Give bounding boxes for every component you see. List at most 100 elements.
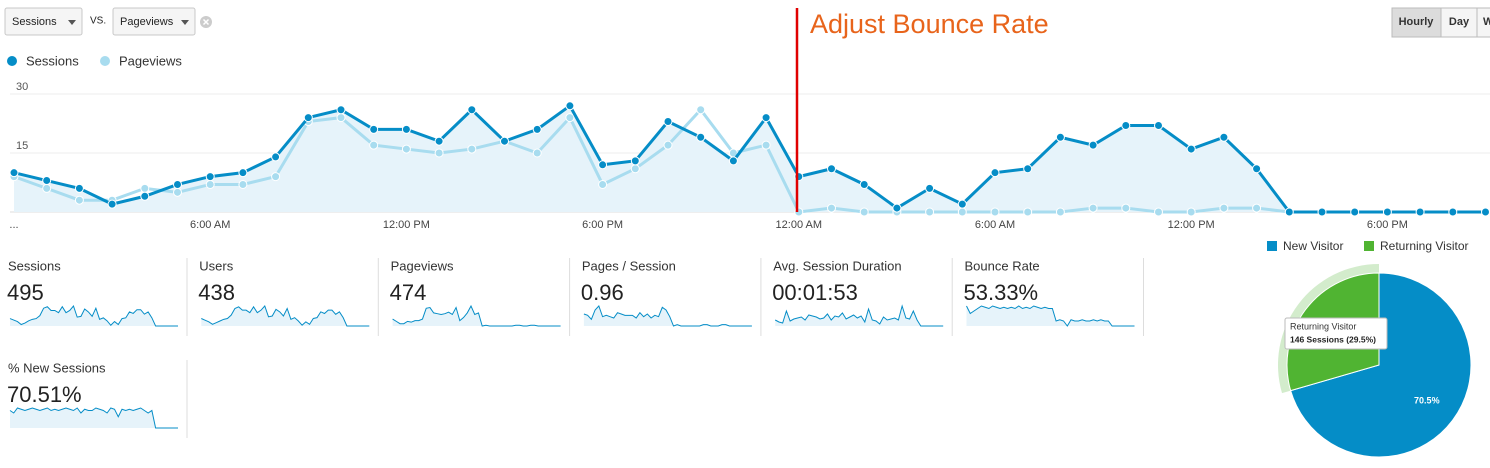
- data-point: [336, 113, 346, 123]
- data-point: [401, 124, 411, 134]
- legend-label: Pageviews: [119, 53, 182, 68]
- data-point: [990, 168, 1000, 178]
- data-point: [434, 136, 444, 146]
- legend-marker: [100, 56, 110, 66]
- data-point: [1186, 207, 1196, 217]
- data-point: [598, 179, 608, 189]
- data-point: [238, 168, 248, 178]
- data-point: [728, 156, 738, 166]
- metric-value: 00:01:53: [772, 280, 858, 305]
- y-tick-label: 30: [16, 81, 28, 93]
- sparkline: [774, 304, 944, 327]
- legend-marker: [7, 56, 17, 66]
- pie-chart: New Visitor Returning Visitor 70.5% Returni…: [1267, 239, 1472, 458]
- y-tick-label: 15: [16, 140, 28, 152]
- data-point: [1317, 207, 1327, 217]
- data-point: [859, 179, 869, 189]
- data-point: [598, 160, 608, 170]
- data-point: [859, 207, 869, 217]
- sparkline-area: [10, 306, 178, 326]
- data-point: [1088, 140, 1098, 150]
- button-label[interactable]: W: [1483, 16, 1490, 28]
- granularity-buttons: Hourly Day W: [1391, 7, 1490, 38]
- button-day[interactable]: [1440, 7, 1478, 38]
- compare-picker[interactable]: Pageviews: [112, 7, 196, 36]
- dropdown-label[interactable]: Pageviews: [120, 16, 174, 28]
- data-point: [140, 191, 150, 201]
- button-label[interactable]: Day: [1449, 16, 1470, 28]
- data-point: [336, 105, 346, 115]
- metric-picker[interactable]: Sessions: [4, 7, 83, 36]
- x-tick-label: ...: [9, 219, 18, 231]
- data-point: [467, 105, 477, 115]
- metric-value: 474: [390, 280, 427, 305]
- data-point: [42, 183, 52, 193]
- data-point: [696, 132, 706, 142]
- data-point: [1252, 164, 1262, 174]
- slice-label: 70.5%: [1414, 395, 1440, 405]
- data-point: [1252, 203, 1262, 213]
- sparkline: [392, 304, 561, 327]
- dropdown-label[interactable]: Sessions: [12, 16, 57, 28]
- data-point: [925, 183, 935, 193]
- data-point: [761, 113, 771, 123]
- sessions-area: [14, 105, 1486, 212]
- data-point: [205, 179, 215, 189]
- data-point: [630, 164, 640, 174]
- data-point: [369, 124, 379, 134]
- data-point: [1023, 207, 1033, 217]
- tooltip-text: 146 Sessions (29.5%): [1290, 334, 1376, 344]
- data-point: [1448, 207, 1458, 217]
- dropdown-box[interactable]: [4, 7, 83, 36]
- legend-marker: [1364, 241, 1374, 251]
- data-point: [957, 207, 967, 217]
- x-tick-label: 12:00 PM: [383, 219, 430, 231]
- close-cross: [202, 18, 210, 26]
- data-point: [565, 113, 575, 123]
- data-point: [369, 140, 379, 150]
- data-point: [271, 152, 281, 162]
- dropdown-box[interactable]: [112, 7, 196, 36]
- data-point: [761, 140, 771, 150]
- sparkline-area: [10, 408, 178, 428]
- metric-label: Avg. Session Duration: [773, 258, 901, 273]
- legend-label: New Visitor: [1283, 239, 1343, 253]
- data-point: [1481, 207, 1490, 217]
- x-tick-label: 6:00 AM: [975, 219, 1015, 231]
- sparkline: [9, 304, 178, 327]
- data-point: [1219, 132, 1229, 142]
- data-point: [1088, 203, 1098, 213]
- data-point: [532, 148, 542, 158]
- data-point: [990, 207, 1000, 217]
- line-chart: Sessions Pageviews 15 30... 6:00 AM 12:00 PM 6…: [7, 53, 1490, 231]
- data-point: [1121, 203, 1131, 213]
- sparkline-area: [966, 306, 1135, 326]
- data-point: [1121, 120, 1131, 130]
- sparkline-area: [775, 306, 944, 326]
- data-point: [957, 199, 967, 209]
- remove-compare[interactable]: [200, 16, 212, 28]
- data-point: [827, 164, 836, 174]
- button-label[interactable]: Hourly: [1399, 16, 1435, 28]
- pie-slice: [1290, 272, 1472, 458]
- sparkline-area: [201, 306, 370, 326]
- button-week[interactable]: [1476, 7, 1490, 38]
- data-point: [74, 183, 84, 193]
- data-point: [827, 203, 836, 213]
- dropdown-arrow: [181, 20, 189, 25]
- data-point: [173, 179, 182, 189]
- vs-label: VS.: [90, 16, 106, 27]
- tooltip-box: [1284, 317, 1388, 350]
- data-point: [107, 199, 117, 209]
- legend-label: Sessions: [26, 53, 79, 68]
- x-tick-label: 6:00 PM: [582, 219, 623, 231]
- data-point: [1023, 164, 1033, 174]
- data-point: [434, 148, 444, 158]
- button-hourly[interactable]: [1391, 7, 1442, 38]
- metric-value: 70.51%: [7, 382, 82, 407]
- data-point: [1055, 207, 1065, 217]
- dropdown-arrow: [68, 20, 76, 25]
- data-point: [663, 140, 673, 150]
- series-line: [13, 103, 1486, 214]
